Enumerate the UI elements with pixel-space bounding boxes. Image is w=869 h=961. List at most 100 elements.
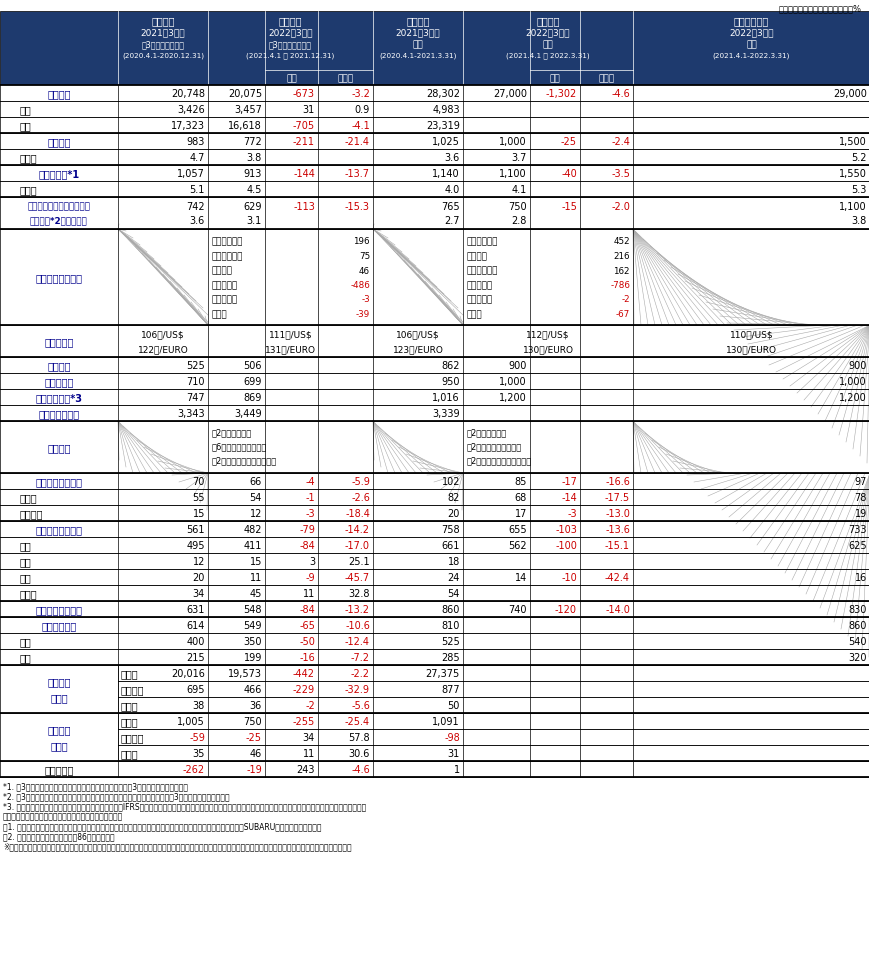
Text: 1,057: 1,057 bbox=[177, 169, 205, 179]
Text: 注2. 日本生産台数にはトヨタ向け86台数を含む。: 注2. 日本生産台数にはトヨタ向け86台数を含む。 bbox=[3, 831, 115, 840]
Text: 4.5: 4.5 bbox=[246, 185, 262, 195]
Text: 11: 11 bbox=[249, 573, 262, 582]
Text: 研究開発費: 研究開発費 bbox=[212, 295, 238, 305]
Text: 20,075: 20,075 bbox=[228, 89, 262, 99]
Text: (2021.4.1 ー 2022.3.31): (2021.4.1 ー 2022.3.31) bbox=[506, 53, 589, 60]
Text: その他: その他 bbox=[121, 701, 138, 710]
Text: -16.6: -16.6 bbox=[605, 477, 629, 486]
Text: その他: その他 bbox=[121, 749, 138, 758]
Text: 900: 900 bbox=[847, 360, 866, 371]
Bar bbox=[0, 713, 118, 761]
Text: 24: 24 bbox=[448, 573, 460, 582]
Bar bbox=[0, 489, 869, 505]
Text: 1,200: 1,200 bbox=[499, 393, 527, 403]
Text: 1,140: 1,140 bbox=[432, 169, 460, 179]
Text: 原価低減等: 原価低減等 bbox=[467, 281, 493, 289]
Text: 日本販売台数合計: 日本販売台数合計 bbox=[36, 477, 83, 486]
Text: 54: 54 bbox=[448, 588, 460, 599]
Bar bbox=[0, 633, 869, 650]
Text: 親会社の所有者に帰属する: 親会社の所有者に帰属する bbox=[28, 202, 90, 211]
Text: 561: 561 bbox=[186, 525, 205, 534]
Bar bbox=[0, 554, 869, 570]
Text: -1,302: -1,302 bbox=[545, 89, 576, 99]
Text: 1,500: 1,500 bbox=[839, 136, 866, 147]
Text: -5.6: -5.6 bbox=[351, 701, 369, 710]
Text: 4,983: 4,983 bbox=[432, 105, 460, 115]
Text: 45: 45 bbox=[249, 588, 262, 599]
Text: 57.8: 57.8 bbox=[348, 732, 369, 742]
Text: 金額：億円、台数：千台、比率：%: 金額：億円、台数：千台、比率：% bbox=[778, 4, 861, 13]
Text: -262: -262 bbox=[182, 764, 205, 775]
Text: 699: 699 bbox=[243, 377, 262, 386]
Text: 北米: 北米 bbox=[20, 540, 31, 551]
Text: 航空宇宙: 航空宇宙 bbox=[121, 732, 144, 742]
Text: 3.1: 3.1 bbox=[247, 216, 262, 226]
Text: 25.1: 25.1 bbox=[348, 556, 369, 566]
Text: 売上構成差等: 売上構成差等 bbox=[212, 252, 243, 260]
Text: -673: -673 bbox=[293, 89, 315, 99]
Text: 742: 742 bbox=[186, 202, 205, 211]
Bar bbox=[118, 745, 869, 761]
Text: (2021.4.1-2022.3.31): (2021.4.1-2022.3.31) bbox=[712, 53, 789, 60]
Text: 320: 320 bbox=[847, 653, 866, 662]
Text: 199: 199 bbox=[243, 653, 262, 662]
Text: 661: 661 bbox=[441, 540, 460, 551]
Text: 航空宇宙: 航空宇宙 bbox=[121, 684, 144, 694]
Text: 当期予想: 当期予想 bbox=[535, 16, 559, 26]
Text: 当期利益*2　　利益率: 当期利益*2 利益率 bbox=[30, 215, 88, 225]
Text: 75: 75 bbox=[358, 252, 369, 260]
Text: 525: 525 bbox=[441, 636, 460, 647]
Text: 税引前利益*1: 税引前利益*1 bbox=[38, 169, 79, 179]
Text: -10: -10 bbox=[561, 573, 576, 582]
Text: 860: 860 bbox=[847, 621, 866, 630]
Text: その他: その他 bbox=[467, 309, 482, 319]
Text: 830: 830 bbox=[847, 604, 866, 614]
Text: 765: 765 bbox=[441, 202, 460, 211]
Text: 2021年3月期: 2021年3月期 bbox=[395, 29, 440, 37]
Bar bbox=[118, 713, 869, 729]
Text: 設備投資: 設備投資 bbox=[47, 360, 70, 371]
Text: 諸経費等: 諸経費等 bbox=[212, 266, 233, 275]
Text: -100: -100 bbox=[554, 540, 576, 551]
Text: 第3四半期累計期間: 第3四半期累計期間 bbox=[269, 40, 312, 49]
Text: 1,005: 1,005 bbox=[177, 716, 205, 727]
Text: 利益率: 利益率 bbox=[20, 185, 37, 195]
Text: 131円/EURO: 131円/EURO bbox=[265, 344, 315, 354]
Text: -50: -50 bbox=[299, 636, 315, 647]
Text: 米国: 米国 bbox=[20, 653, 31, 662]
Text: -15.1: -15.1 bbox=[604, 540, 629, 551]
Bar bbox=[0, 102, 869, 118]
Text: 海外: 海外 bbox=[20, 121, 31, 131]
Text: ・2期連続の連結販売台数減: ・2期連続の連結販売台数減 bbox=[212, 456, 277, 465]
Text: -84: -84 bbox=[299, 604, 315, 614]
Bar bbox=[0, 617, 869, 633]
Text: 3,449: 3,449 bbox=[234, 408, 262, 419]
Text: -12.4: -12.4 bbox=[345, 636, 369, 647]
Text: -17: -17 bbox=[561, 477, 576, 486]
Text: 900: 900 bbox=[508, 360, 527, 371]
Text: 20,016: 20,016 bbox=[171, 668, 205, 678]
Text: 営業利益: 営業利益 bbox=[47, 136, 70, 147]
Text: -4.1: -4.1 bbox=[351, 121, 369, 131]
Text: 1,000: 1,000 bbox=[499, 136, 527, 147]
Text: ・2期連続の各利益減益: ・2期連続の各利益減益 bbox=[467, 442, 521, 451]
Text: 2.8: 2.8 bbox=[511, 216, 527, 226]
Bar bbox=[0, 166, 869, 182]
Text: 為替レート: 為替レート bbox=[44, 336, 74, 347]
Bar bbox=[118, 681, 869, 698]
Text: 増減率: 増減率 bbox=[598, 74, 614, 83]
Text: -32.9: -32.9 bbox=[345, 684, 369, 694]
Text: 34: 34 bbox=[302, 732, 315, 742]
Text: 27,000: 27,000 bbox=[493, 89, 527, 99]
Text: -7.2: -7.2 bbox=[350, 653, 369, 662]
Text: 400: 400 bbox=[187, 636, 205, 647]
Text: -705: -705 bbox=[293, 121, 315, 131]
Text: *1. 第3四半期累計期間について、財務諸表上は「税引前第3四半期利益」として記載: *1. 第3四半期累計期間について、財務諸表上は「税引前第3四半期利益」として記… bbox=[3, 781, 188, 790]
Text: 1: 1 bbox=[454, 764, 460, 775]
Text: 215: 215 bbox=[186, 653, 205, 662]
Text: -98: -98 bbox=[444, 732, 460, 742]
Text: 増減率: 増減率 bbox=[337, 74, 353, 83]
Text: 38: 38 bbox=[193, 701, 205, 710]
Text: 3: 3 bbox=[308, 556, 315, 566]
Text: -3: -3 bbox=[305, 508, 315, 519]
